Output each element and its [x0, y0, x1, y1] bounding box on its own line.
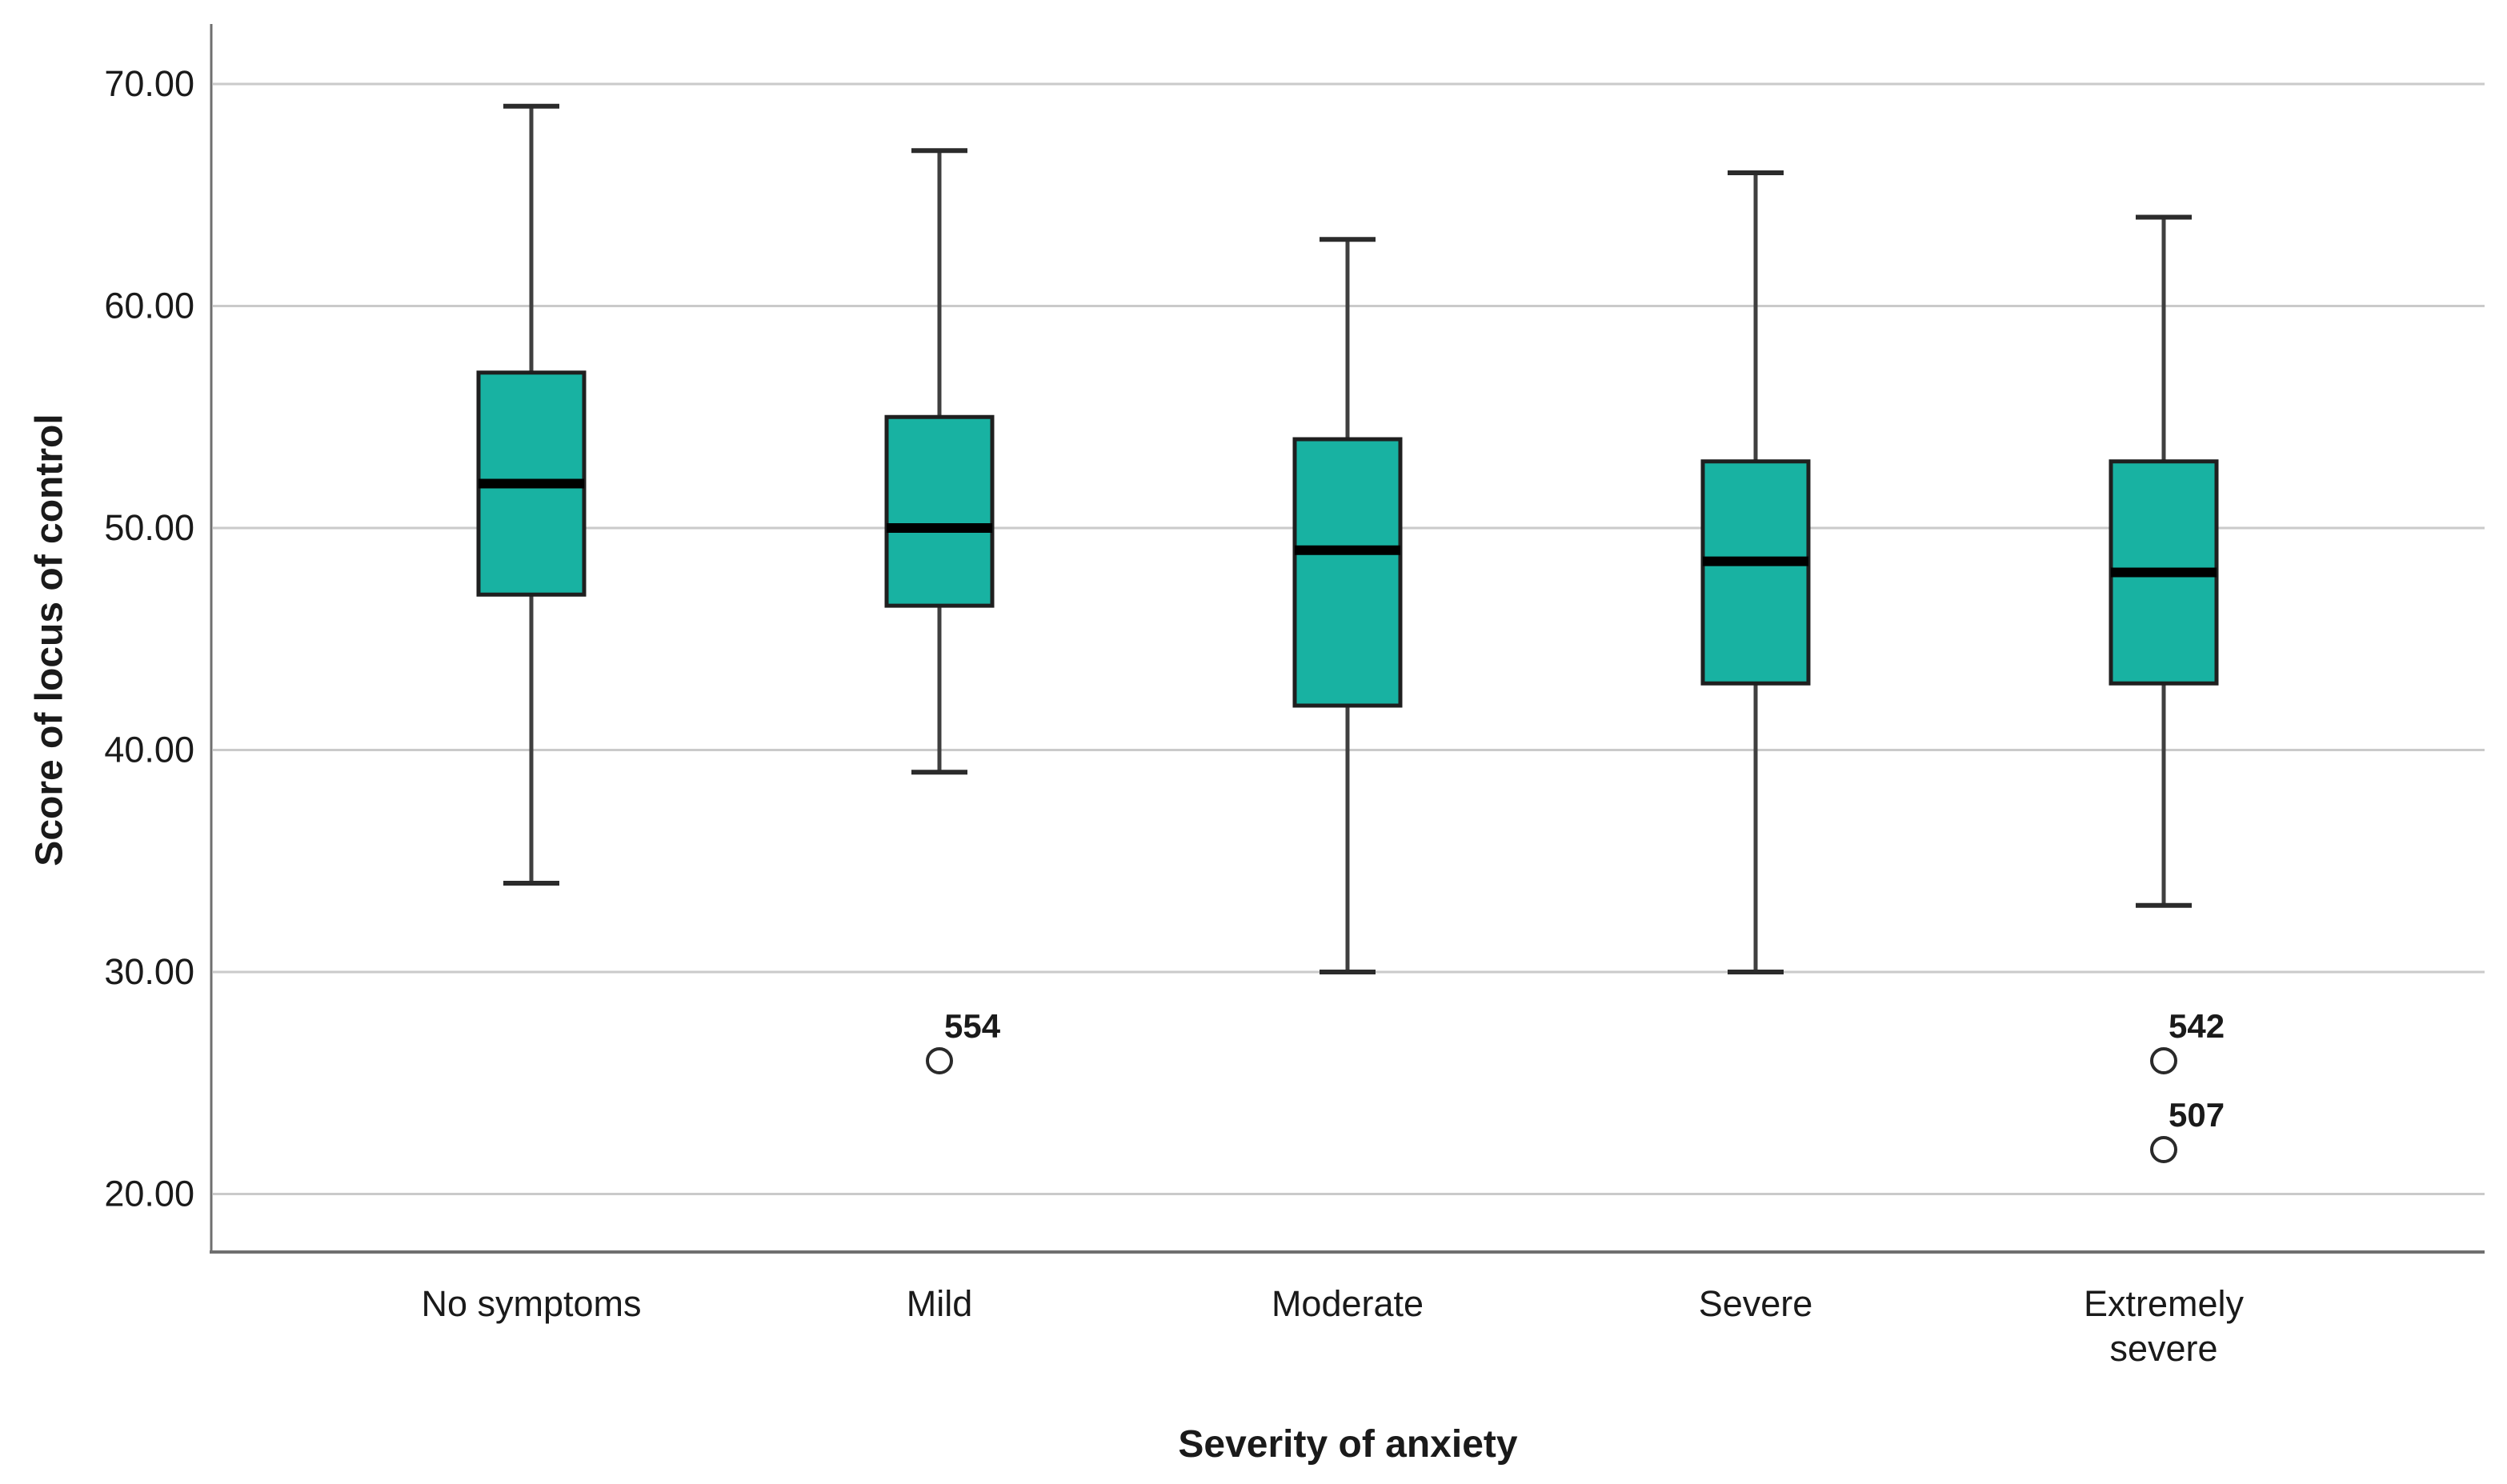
boxplot-no-symptoms: No symptoms	[421, 103, 642, 1324]
category-label: Severe	[1699, 1283, 1813, 1324]
boxplot-moderate: Moderate	[1272, 237, 1424, 1324]
category-label: severe	[2109, 1328, 2217, 1369]
outlier-point	[2150, 1136, 2177, 1163]
boxplot-mild: 554 Mild	[884, 148, 1001, 1324]
box	[1292, 437, 1403, 708]
boxplot-severe: Severe	[1699, 170, 1813, 1324]
y-tick-label: 20.00	[104, 1174, 194, 1214]
box	[884, 414, 995, 608]
category-label: No symptoms	[421, 1283, 641, 1324]
box	[1700, 459, 1811, 686]
category-label: Mild	[907, 1283, 973, 1324]
outlier-point	[2150, 1047, 2177, 1074]
category-label: Extremely	[2084, 1283, 2245, 1324]
outlier-label: 507	[2169, 1096, 2225, 1134]
y-tick-label: 40.00	[104, 730, 194, 770]
category-label: Moderate	[1272, 1283, 1424, 1324]
outlier-label: 542	[2169, 1007, 2225, 1045]
y-tick-label: 60.00	[104, 286, 194, 326]
outlier-point	[926, 1047, 953, 1074]
y-tick-label: 70.00	[104, 63, 194, 104]
y-axis-title: Score of locus of control	[28, 414, 71, 866]
outlier-label: 554	[944, 1007, 1001, 1045]
x-axis-title: Severity of anxiety	[1178, 1423, 1518, 1466]
y-tick-label: 30.00	[104, 951, 194, 992]
y-tick-label: 50.00	[104, 507, 194, 548]
